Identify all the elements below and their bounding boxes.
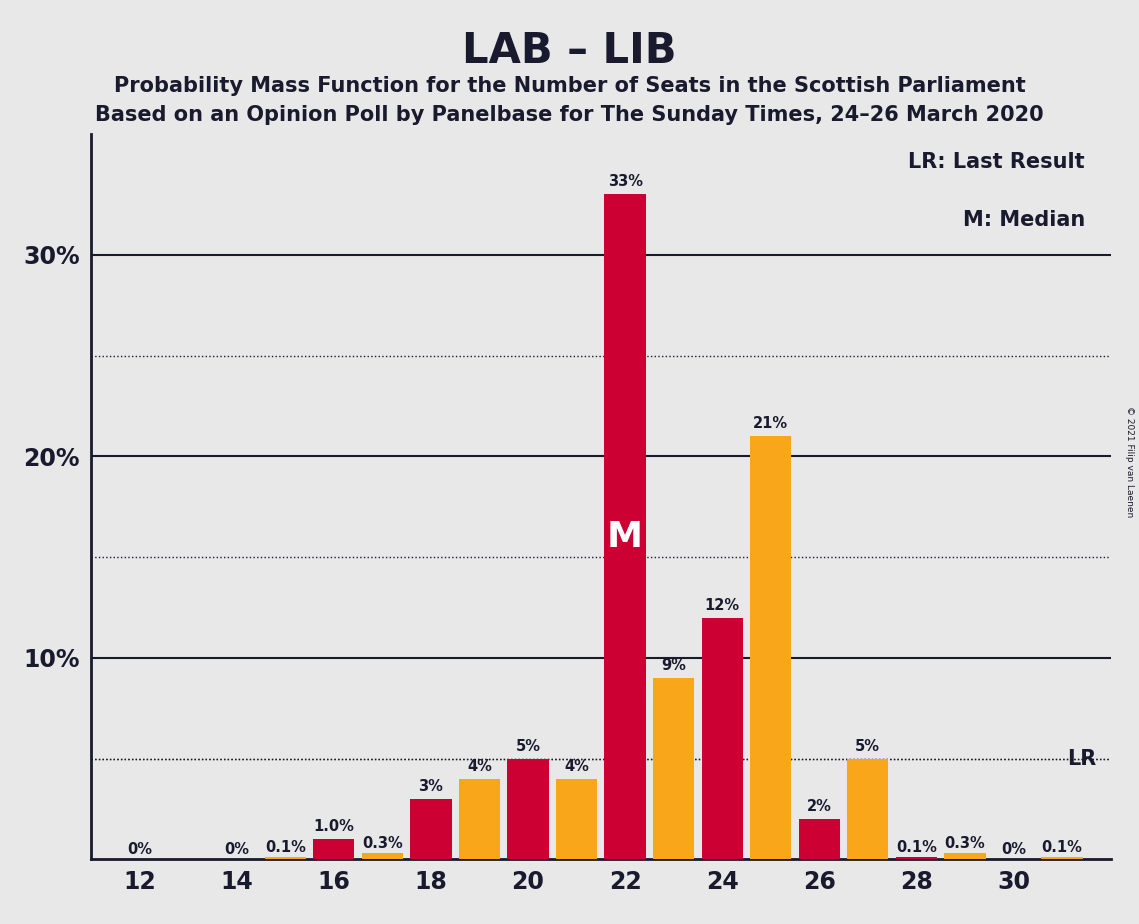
Text: 33%: 33% — [607, 175, 642, 189]
Text: 0%: 0% — [128, 842, 153, 857]
Text: 0%: 0% — [224, 842, 249, 857]
Text: M: M — [607, 520, 644, 554]
Bar — [702, 617, 743, 859]
Text: LAB – LIB: LAB – LIB — [462, 30, 677, 71]
Bar — [556, 779, 597, 859]
Text: 0.1%: 0.1% — [265, 840, 305, 855]
Text: 0.1%: 0.1% — [1041, 840, 1082, 855]
Text: 3%: 3% — [418, 779, 443, 794]
Bar — [653, 678, 695, 859]
Text: M: Median: M: Median — [962, 210, 1085, 230]
Bar — [895, 857, 937, 859]
Text: 0.3%: 0.3% — [944, 836, 985, 851]
Bar — [264, 857, 306, 859]
Text: 0%: 0% — [1001, 842, 1026, 857]
Bar — [410, 799, 451, 859]
Text: 2%: 2% — [806, 799, 831, 814]
Text: LR: Last Result: LR: Last Result — [909, 152, 1085, 172]
Text: © 2021 Filip van Laenen: © 2021 Filip van Laenen — [1125, 407, 1134, 517]
Bar — [605, 194, 646, 859]
Bar — [313, 839, 354, 859]
Bar — [1041, 857, 1082, 859]
Text: 21%: 21% — [753, 416, 788, 432]
Bar — [847, 759, 888, 859]
Text: 0.3%: 0.3% — [362, 836, 403, 851]
Text: 0.1%: 0.1% — [896, 840, 936, 855]
Bar — [944, 853, 985, 859]
Bar — [507, 759, 549, 859]
Text: 4%: 4% — [467, 759, 492, 773]
Bar — [459, 779, 500, 859]
Text: 5%: 5% — [516, 738, 541, 754]
Bar — [798, 819, 839, 859]
Text: 5%: 5% — [855, 738, 880, 754]
Bar — [751, 436, 792, 859]
Text: 1.0%: 1.0% — [313, 820, 354, 834]
Text: Probability Mass Function for the Number of Seats in the Scottish Parliament: Probability Mass Function for the Number… — [114, 76, 1025, 96]
Text: 9%: 9% — [662, 658, 686, 673]
Text: LR: LR — [1067, 748, 1096, 769]
Text: 4%: 4% — [564, 759, 589, 773]
Text: 12%: 12% — [705, 598, 739, 613]
Bar — [362, 853, 403, 859]
Text: Based on an Opinion Poll by Panelbase for The Sunday Times, 24–26 March 2020: Based on an Opinion Poll by Panelbase fo… — [96, 105, 1043, 126]
